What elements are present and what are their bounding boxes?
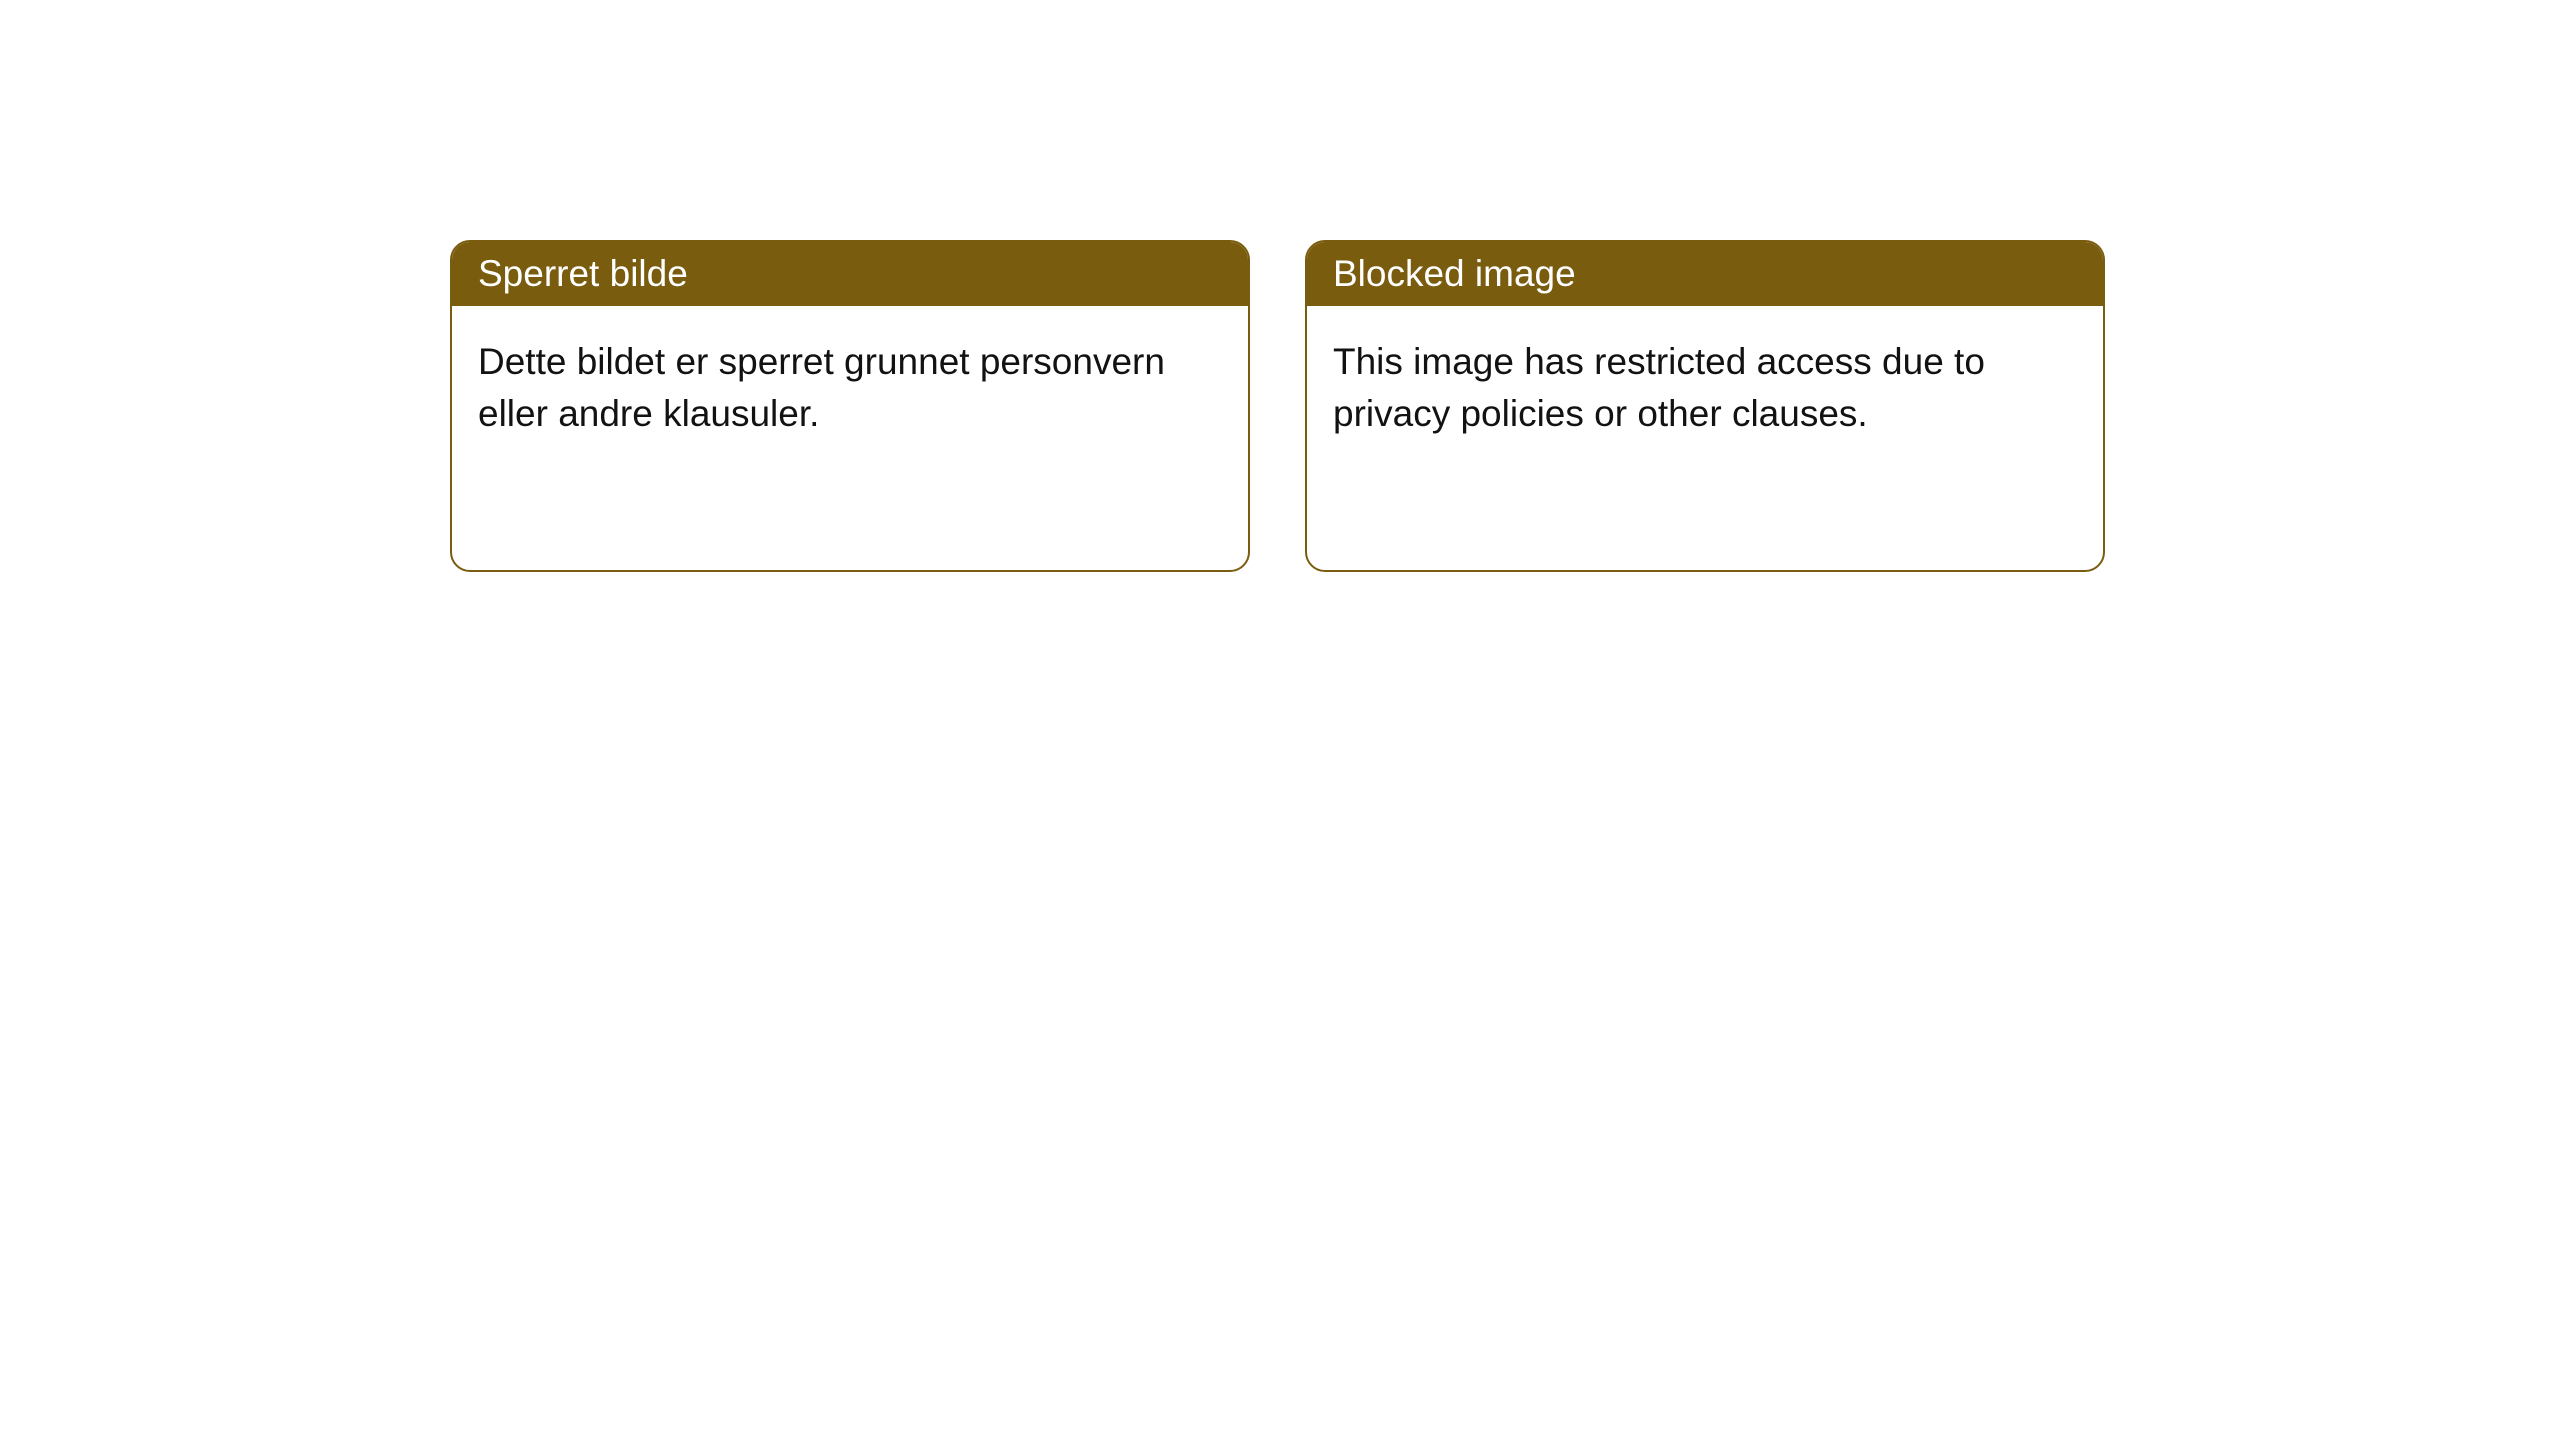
notice-card-english: Blocked image This image has restricted … bbox=[1305, 240, 2105, 572]
notice-body: This image has restricted access due to … bbox=[1307, 306, 2103, 470]
notice-body: Dette bildet er sperret grunnet personve… bbox=[452, 306, 1248, 470]
notice-container: Sperret bilde Dette bildet er sperret gr… bbox=[0, 0, 2560, 572]
notice-card-norwegian: Sperret bilde Dette bildet er sperret gr… bbox=[450, 240, 1250, 572]
notice-header: Sperret bilde bbox=[452, 242, 1248, 306]
notice-header: Blocked image bbox=[1307, 242, 2103, 306]
